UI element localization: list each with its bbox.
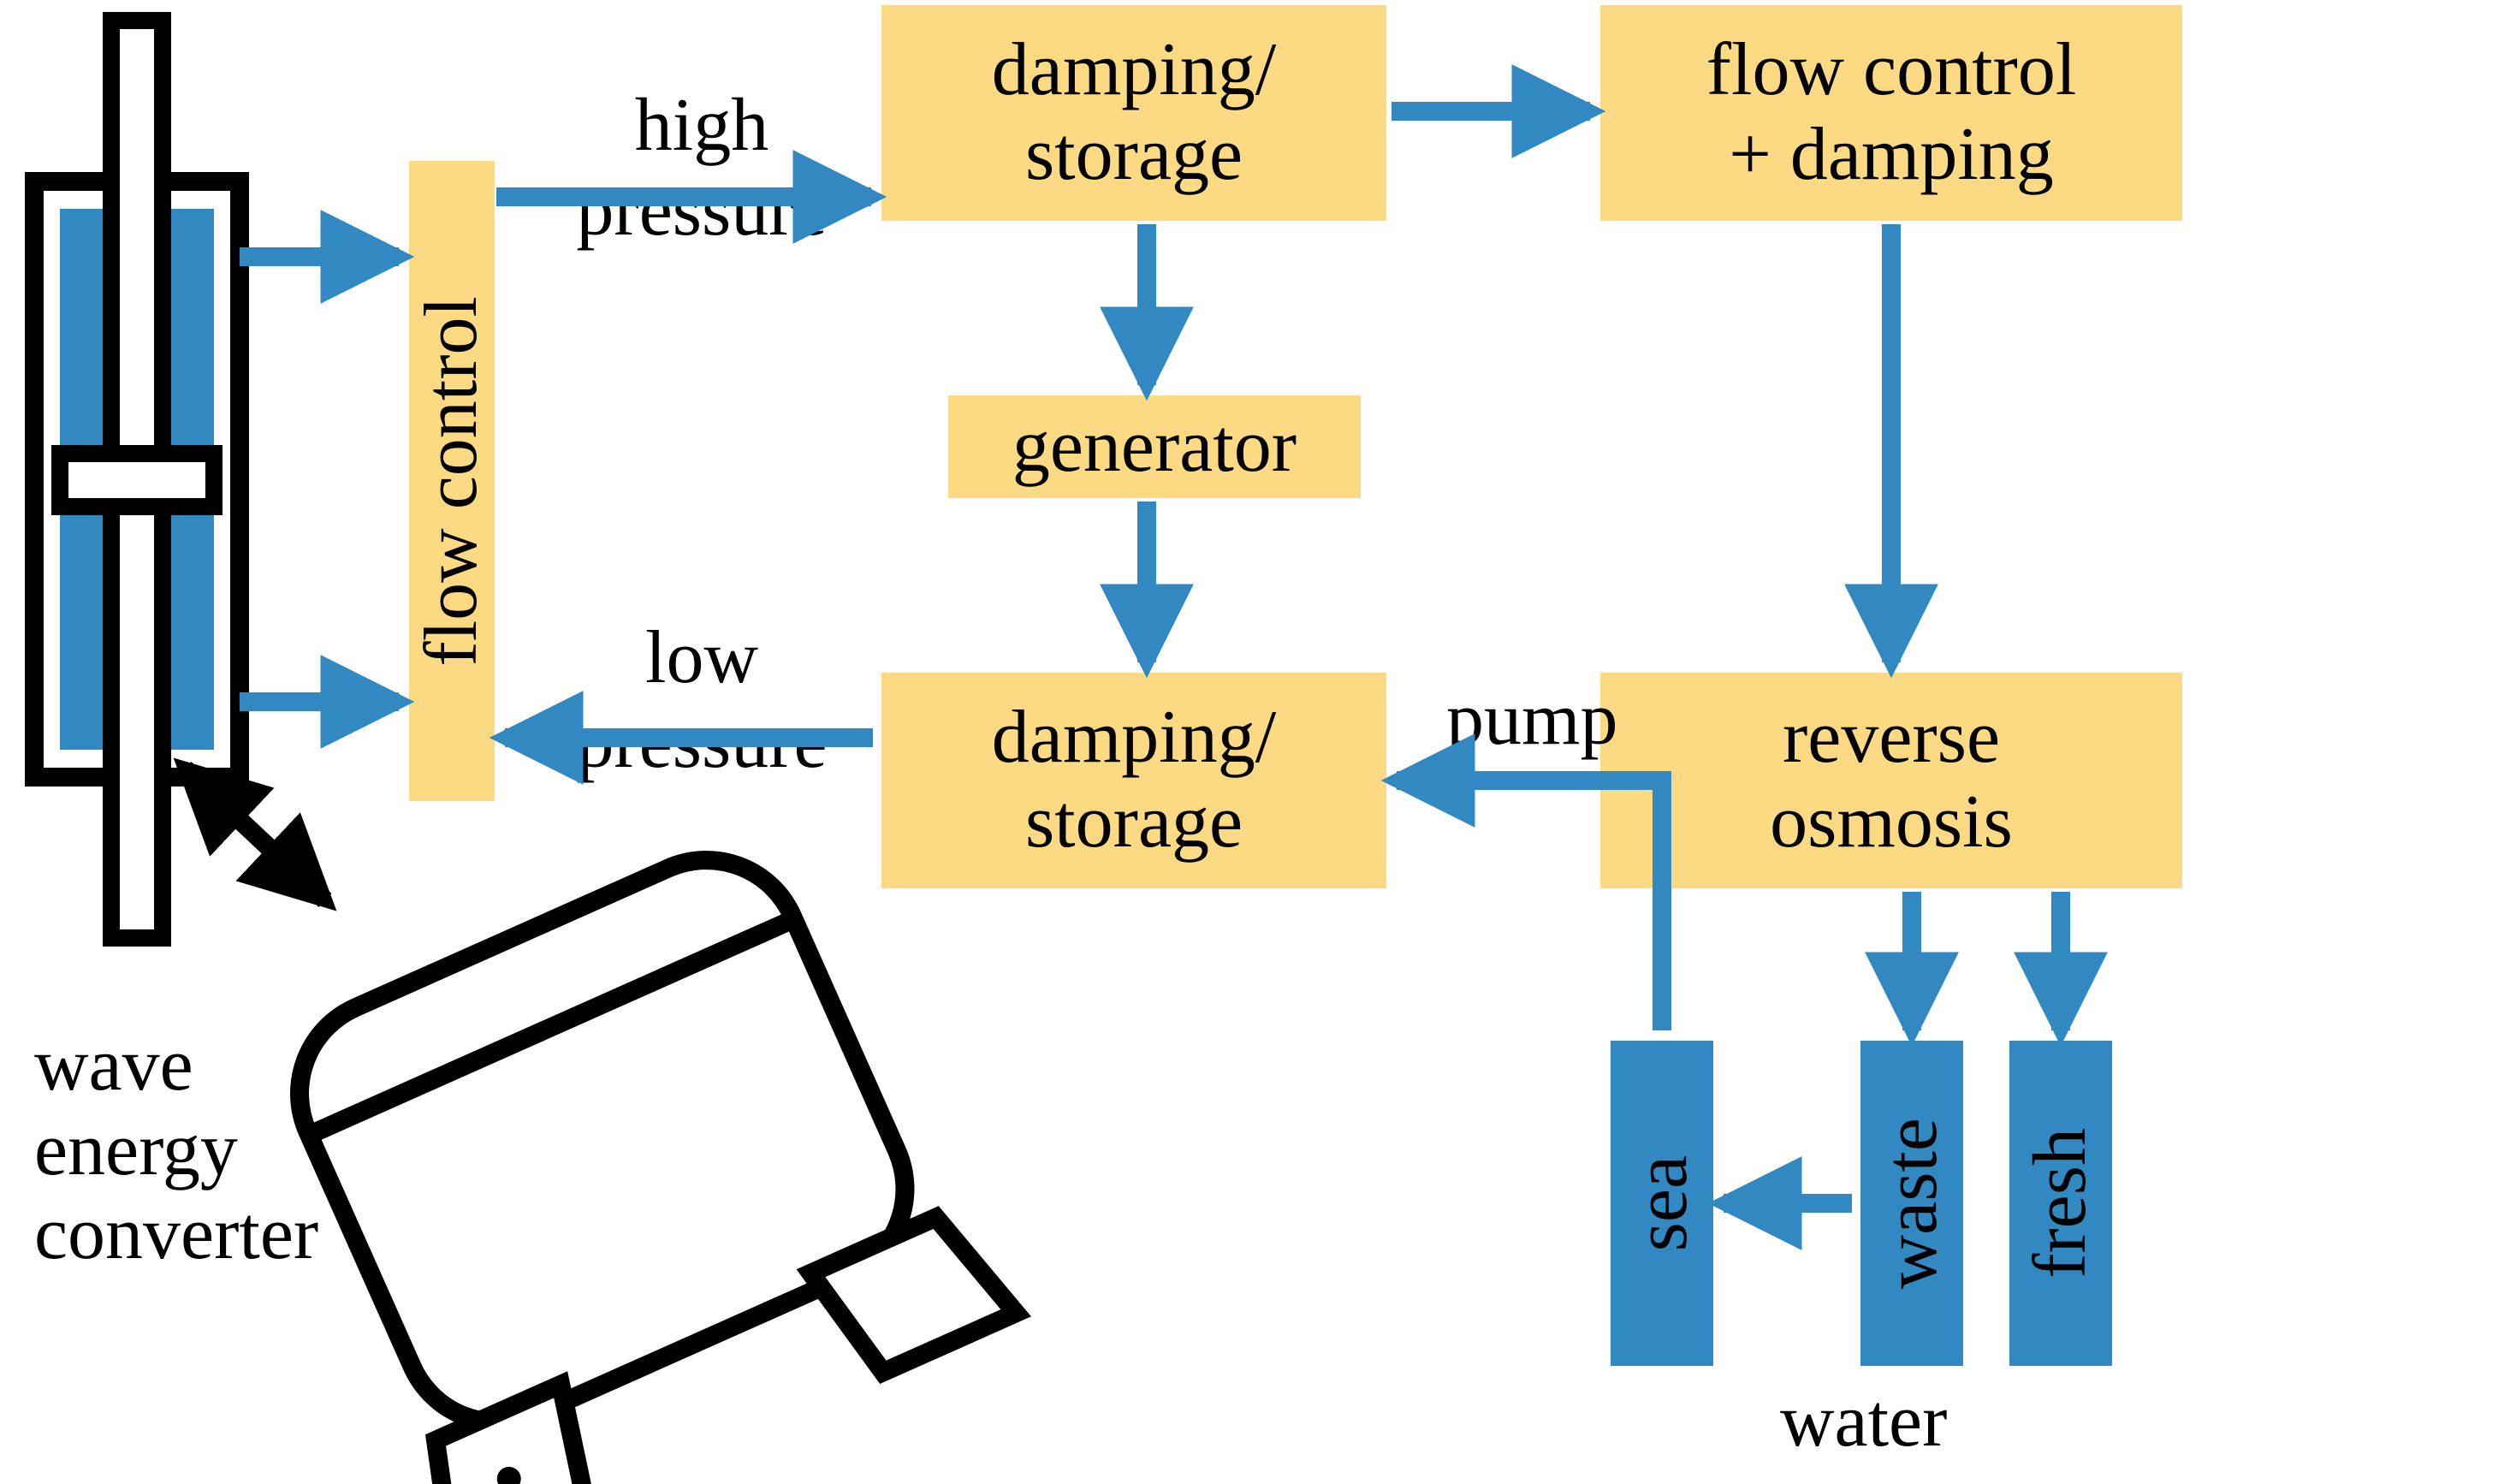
- lp-line2: pressure: [576, 701, 827, 784]
- damping-bot-line2: storage: [1025, 781, 1243, 864]
- ro-line2: osmosis: [1770, 781, 2013, 864]
- wec-line1: wave: [34, 1024, 193, 1107]
- hp-line1: high: [635, 84, 768, 167]
- blue-arrows: [240, 111, 2061, 1203]
- generator-label: generator: [1012, 405, 1297, 490]
- tank-sea-label: sea: [1620, 1155, 1705, 1251]
- label-wave-energy-converter: wave energy converter: [34, 1024, 318, 1277]
- tank-fresh: fresh: [2009, 1041, 2112, 1366]
- piston-icon: [34, 21, 240, 938]
- label-water: water: [1780, 1380, 1947, 1464]
- damping-bot-line1: damping/: [992, 696, 1276, 779]
- box-flow-control-damping: flow control + damping: [1600, 5, 2182, 221]
- tank-waste-label: waste: [1870, 1118, 1955, 1289]
- wec-line3: converter: [34, 1192, 318, 1275]
- box-damping-storage-bottom: damping/ storage: [881, 673, 1386, 888]
- label-low-pressure: low pressure: [531, 616, 873, 785]
- water-text: water: [1780, 1380, 1947, 1463]
- ro-line1: reverse: [1783, 696, 2000, 779]
- label-high-pressure: high pressure: [531, 84, 873, 252]
- fcdamp-line2: + damping: [1729, 113, 2054, 196]
- box-generator: generator: [948, 395, 1361, 498]
- fcdamp-line1: flow control: [1706, 28, 2077, 111]
- wec-icon: [230, 813, 1016, 1484]
- damping-top-line1: damping/: [992, 28, 1276, 111]
- tank-fresh-label: fresh: [2019, 1128, 2104, 1279]
- box-flow-control-vertical: flow control: [409, 161, 495, 801]
- label-pump: pump: [1446, 678, 1617, 763]
- tank-sea: sea: [1611, 1041, 1713, 1366]
- box-flow-control-vertical-label: flow control: [410, 296, 495, 667]
- box-damping-storage-top: damping/ storage: [881, 5, 1386, 221]
- tank-waste: waste: [1860, 1041, 1963, 1366]
- pump-text: pump: [1446, 678, 1617, 761]
- hp-line2: pressure: [576, 169, 827, 252]
- arrow-wec-piston-link: [185, 769, 325, 900]
- damping-top-line2: storage: [1025, 113, 1243, 196]
- lp-line1: low: [645, 616, 758, 699]
- box-reverse-osmosis: reverse osmosis: [1600, 673, 2182, 888]
- wec-line2: energy: [34, 1108, 238, 1191]
